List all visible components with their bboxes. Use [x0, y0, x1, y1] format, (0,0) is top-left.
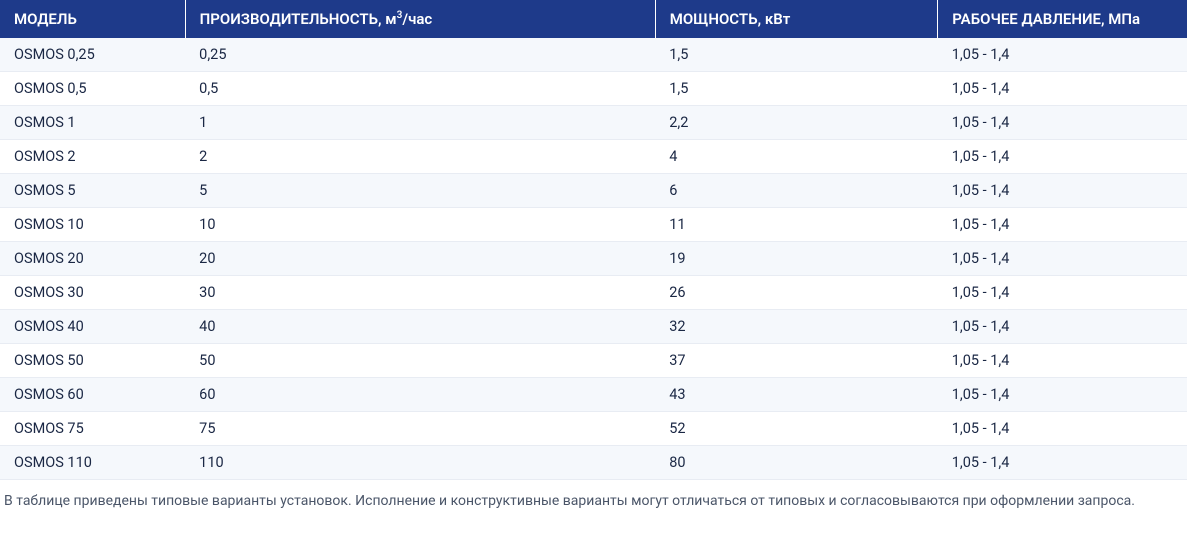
cell-model: OSMOS 2	[0, 140, 185, 174]
cell-performance: 1	[185, 106, 655, 140]
cell-model: OSMOS 30	[0, 276, 185, 310]
cell-pressure: 1,05 - 1,4	[938, 344, 1187, 378]
cell-pressure: 1,05 - 1,4	[938, 72, 1187, 106]
column-header-model: МОДЕЛЬ	[0, 0, 185, 38]
cell-pressure: 1,05 - 1,4	[938, 310, 1187, 344]
table-row: OSMOS 20 20 19 1,05 - 1,4	[0, 242, 1187, 276]
column-header-performance: ПРОИЗВОДИТЕЛЬНОСТЬ, м3/час	[185, 0, 655, 38]
cell-performance: 0,25	[185, 38, 655, 72]
cell-performance: 75	[185, 412, 655, 446]
column-header-pressure: РАБОЧЕЕ ДАВЛЕНИЕ, МПа	[938, 0, 1187, 38]
cell-pressure: 1,05 - 1,4	[938, 446, 1187, 480]
cell-pressure: 1,05 - 1,4	[938, 242, 1187, 276]
cell-performance: 30	[185, 276, 655, 310]
cell-power: 32	[655, 310, 938, 344]
cell-performance: 110	[185, 446, 655, 480]
cell-power: 43	[655, 378, 938, 412]
column-header-power: МОЩНОСТЬ, кВт	[655, 0, 938, 38]
cell-model: OSMOS 20	[0, 242, 185, 276]
cell-power: 4	[655, 140, 938, 174]
cell-power: 19	[655, 242, 938, 276]
cell-power: 2,2	[655, 106, 938, 140]
table-row: OSMOS 0,5 0,5 1,5 1,05 - 1,4	[0, 72, 1187, 106]
cell-power: 6	[655, 174, 938, 208]
cell-pressure: 1,05 - 1,4	[938, 174, 1187, 208]
cell-power: 1,5	[655, 38, 938, 72]
table-row: OSMOS 0,25 0,25 1,5 1,05 - 1,4	[0, 38, 1187, 72]
table-footnote: В таблице приведены типовые варианты уст…	[0, 480, 1187, 516]
table-row: OSMOS 110 110 80 1,05 - 1,4	[0, 446, 1187, 480]
table-row: OSMOS 30 30 26 1,05 - 1,4	[0, 276, 1187, 310]
cell-pressure: 1,05 - 1,4	[938, 106, 1187, 140]
cell-pressure: 1,05 - 1,4	[938, 378, 1187, 412]
cell-performance: 10	[185, 208, 655, 242]
cell-performance: 20	[185, 242, 655, 276]
cell-power: 1,5	[655, 72, 938, 106]
cell-pressure: 1,05 - 1,4	[938, 276, 1187, 310]
cell-power: 26	[655, 276, 938, 310]
cell-model: OSMOS 1	[0, 106, 185, 140]
cell-model: OSMOS 75	[0, 412, 185, 446]
table-row: OSMOS 50 50 37 1,05 - 1,4	[0, 344, 1187, 378]
cell-model: OSMOS 60	[0, 378, 185, 412]
table-row: OSMOS 75 75 52 1,05 - 1,4	[0, 412, 1187, 446]
cell-pressure: 1,05 - 1,4	[938, 38, 1187, 72]
column-header-performance-text: ПРОИЗВОДИТЕЛЬНОСТЬ, м	[200, 10, 397, 28]
cell-model: OSMOS 5	[0, 174, 185, 208]
cell-performance: 60	[185, 378, 655, 412]
specifications-table: МОДЕЛЬ ПРОИЗВОДИТЕЛЬНОСТЬ, м3/час МОЩНОС…	[0, 0, 1187, 480]
cell-model: OSMOS 110	[0, 446, 185, 480]
cell-model: OSMOS 10	[0, 208, 185, 242]
cell-performance: 50	[185, 344, 655, 378]
table-row: OSMOS 2 2 4 1,05 - 1,4	[0, 140, 1187, 174]
cell-performance: 0,5	[185, 72, 655, 106]
table-row: OSMOS 1 1 2,2 1,05 - 1,4	[0, 106, 1187, 140]
cell-pressure: 1,05 - 1,4	[938, 140, 1187, 174]
cell-power: 80	[655, 446, 938, 480]
table-body: OSMOS 0,25 0,25 1,5 1,05 - 1,4 OSMOS 0,5…	[0, 38, 1187, 480]
cell-model: OSMOS 0,25	[0, 38, 185, 72]
cell-performance: 40	[185, 310, 655, 344]
cell-power: 37	[655, 344, 938, 378]
cell-power: 52	[655, 412, 938, 446]
cell-model: OSMOS 40	[0, 310, 185, 344]
table-row: OSMOS 40 40 32 1,05 - 1,4	[0, 310, 1187, 344]
column-header-performance-suffix: /час	[402, 10, 432, 28]
cell-pressure: 1,05 - 1,4	[938, 208, 1187, 242]
cell-performance: 5	[185, 174, 655, 208]
table-row: OSMOS 5 5 6 1,05 - 1,4	[0, 174, 1187, 208]
cell-model: OSMOS 50	[0, 344, 185, 378]
table-row: OSMOS 10 10 11 1,05 - 1,4	[0, 208, 1187, 242]
table-header: МОДЕЛЬ ПРОИЗВОДИТЕЛЬНОСТЬ, м3/час МОЩНОС…	[0, 0, 1187, 38]
cell-pressure: 1,05 - 1,4	[938, 412, 1187, 446]
cell-model: OSMOS 0,5	[0, 72, 185, 106]
cell-performance: 2	[185, 140, 655, 174]
table-row: OSMOS 60 60 43 1,05 - 1,4	[0, 378, 1187, 412]
cell-power: 11	[655, 208, 938, 242]
